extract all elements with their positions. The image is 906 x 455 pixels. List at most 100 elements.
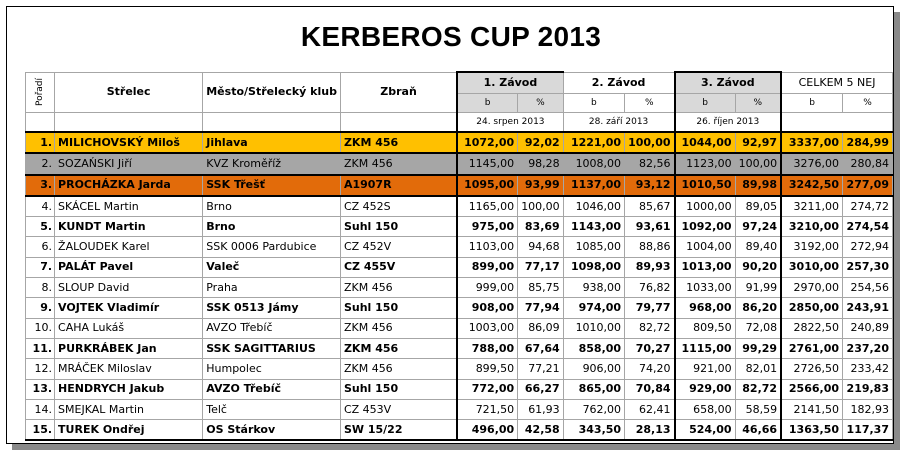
cell-rank: 12.: [24, 358, 56, 380]
cell-club: Telč: [202, 398, 341, 421]
cell-z2-b: 1137,00: [562, 173, 626, 197]
cell-total-pct: 280,84: [842, 152, 893, 176]
cell-weapon: CZ 455V: [339, 256, 458, 279]
header-total-b: b: [780, 93, 844, 113]
cell-club: AVZO Třebíč: [202, 317, 341, 339]
cell-z2-b: 906,00: [562, 358, 626, 380]
table-row: 13. HENDRYCH Jakub AVZO Třebíč Suhl 150 772,…: [24, 378, 893, 400]
cell-z2-b: 858,00: [562, 337, 626, 360]
cell-total-pct: 284,99: [842, 130, 893, 155]
cell-rank: 6.: [24, 236, 56, 258]
header-mesto: Město/Střelecký klub: [202, 71, 341, 113]
cell-z1-b: 772,00: [456, 378, 519, 400]
cell-z3-b: 1123,00: [673, 152, 736, 176]
cell-rank: 15.: [24, 419, 56, 442]
cell-total-b: 2850,00: [780, 297, 844, 319]
cell-club: Jihlava: [202, 130, 341, 155]
cell-z2-b: 762,00: [562, 398, 626, 421]
cell-total-b: 3192,00: [780, 236, 844, 258]
cell-z1-b: 496,00: [456, 419, 519, 442]
cell-z3-b: 658,00: [673, 398, 736, 421]
cell-z3-pct: 72,08: [734, 317, 783, 339]
cell-total-b: 2566,00: [780, 378, 844, 400]
cell-total-b: 1363,50: [780, 419, 844, 442]
cell-rank: 14.: [24, 398, 56, 421]
cell-z2-b: 1046,00: [562, 195, 626, 218]
cell-weapon: Suhl 150: [339, 216, 458, 238]
cell-weapon: ZKM 456: [339, 130, 458, 155]
table-row: 8. SLOUP David Praha ZKM 456 999,00 85,75 938,…: [24, 277, 893, 299]
cell-total-pct: 277,09: [842, 173, 893, 197]
cell-rank: 10.: [24, 317, 56, 339]
cell-total-pct: 257,30: [842, 256, 893, 279]
cell-weapon: CZ 452S: [339, 195, 458, 218]
cell-club: Brno: [202, 216, 341, 238]
cell-shooter: SLOUP David: [54, 277, 204, 299]
cell-rank: 3.: [24, 173, 56, 197]
cell-weapon: Suhl 150: [339, 378, 458, 400]
cell-rank: 7.: [24, 256, 56, 279]
cell-total-pct: 243,91: [842, 297, 893, 319]
cell-total-b: 2726,50: [780, 358, 844, 380]
cell-z3-pct: 82,72: [734, 378, 783, 400]
cell-z3-b: 1092,00: [673, 216, 736, 238]
cell-z3-pct: 86,20: [734, 297, 783, 319]
date-zavod-1: 24. srpen 2013: [456, 112, 564, 133]
header-z1-b: b: [456, 93, 519, 113]
cell-z1-b: 999,00: [456, 277, 519, 299]
cell-z2-pct: 85,67: [624, 195, 676, 218]
date-spacer: [24, 112, 56, 133]
cell-weapon: ZKM 456: [339, 337, 458, 360]
cell-z2-pct: 74,20: [624, 358, 676, 380]
cell-z3-pct: 92,97: [734, 130, 783, 155]
header-z3-pct: %: [734, 93, 783, 113]
cell-z1-b: 1072,00: [456, 130, 519, 155]
cell-z1-pct: 77,21: [517, 358, 564, 380]
cell-z1-b: 899,00: [456, 256, 519, 279]
table-row: 12. MRÁČEK Miloslav Humpolec ZKM 456 899,50 7…: [24, 358, 893, 380]
cell-z1-b: 1003,00: [456, 317, 519, 339]
cell-z1-pct: 86,09: [517, 317, 564, 339]
cell-z3-b: 929,00: [673, 378, 736, 400]
cell-total-b: 2970,00: [780, 277, 844, 299]
cell-shooter: PURKRÁBEK Jan: [54, 337, 204, 360]
cell-shooter: PROCHÁZKA Jarda: [54, 173, 204, 197]
cell-z1-pct: 42,58: [517, 419, 564, 442]
cell-z2-b: 1221,00: [562, 130, 626, 155]
cell-shooter: ŽALOUDEK Karel: [54, 236, 204, 258]
cell-rank: 1.: [24, 130, 56, 155]
cell-z3-pct: 89,05: [734, 195, 783, 218]
cell-rank: 8.: [24, 277, 56, 299]
cell-z1-pct: 92,02: [517, 130, 564, 155]
cell-rank: 9.: [24, 297, 56, 319]
cell-z3-b: 1004,00: [673, 236, 736, 258]
cell-z3-b: 1010,50: [673, 173, 736, 197]
cell-rank: 11.: [24, 337, 56, 360]
cell-z3-pct: 89,98: [734, 173, 783, 197]
cell-z2-b: 1098,00: [562, 256, 626, 279]
cell-z3-pct: 100,00: [734, 152, 783, 176]
cell-z1-pct: 100,00: [517, 195, 564, 218]
cell-shooter: PALÁT Pavel: [54, 256, 204, 279]
cell-shooter: SKÁCEL Martin: [54, 195, 204, 218]
dates-row: 24. srpen 2013 28. září 2013 26. říjen 2…: [24, 112, 894, 133]
cell-z1-pct: 98,28: [517, 152, 564, 176]
results-sheet: KERBEROS CUP 2013 Pořadí Střelec Město/S…: [6, 6, 894, 444]
cell-club: SSK SAGITTARIUS: [202, 337, 341, 360]
cell-z3-pct: 90,20: [734, 256, 783, 279]
cell-shooter: HENDRYCH Jakub: [54, 378, 204, 400]
cell-z3-pct: 46,66: [734, 419, 783, 442]
cell-shooter: VOJTEK Vladimír: [54, 297, 204, 319]
table-row: 2. SOZAŃSKI Jiří KVZ Kroměříž ZKM 456 1145,0…: [24, 152, 893, 176]
cell-z1-pct: 77,94: [517, 297, 564, 319]
cell-z2-pct: 93,61: [624, 216, 676, 238]
cell-z1-pct: 93,99: [517, 173, 564, 197]
cell-weapon: ZKM 456: [339, 358, 458, 380]
cell-z1-pct: 61,93: [517, 398, 564, 421]
cell-club: SSK 0006 Pardubice: [202, 236, 341, 258]
cell-total-b: 3211,00: [780, 195, 844, 218]
cell-weapon: ZKM 456: [339, 152, 458, 176]
cell-club: AVZO Třebíč: [202, 378, 341, 400]
cell-weapon: Suhl 150: [339, 297, 458, 319]
cell-z1-b: 908,00: [456, 297, 519, 319]
